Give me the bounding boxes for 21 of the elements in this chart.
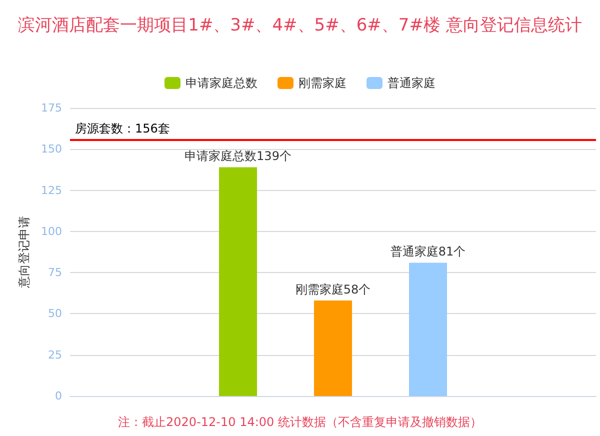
data-label: 刚需家庭58个 [295, 282, 371, 297]
data-label: 普通家庭81个 [390, 244, 466, 259]
y-tick-label: 150 [41, 142, 62, 156]
data-label: 申请家庭总数139个 [184, 149, 292, 164]
y-tick-label: 0 [55, 390, 62, 402]
y-tick-label: 50 [48, 307, 62, 320]
legend-label: 普通家庭 [388, 76, 436, 90]
legend-label: 申请家庭总数 [186, 76, 258, 90]
y-tick-label: 175 [41, 102, 62, 114]
legend-label: 刚需家庭 [298, 76, 346, 90]
bar [219, 167, 257, 396]
y-tick-label: 25 [48, 348, 62, 362]
y-tick-label: 75 [48, 266, 62, 280]
y-tick-label: 100 [41, 224, 62, 238]
y-axis-title: 意向登记申请 [17, 216, 32, 289]
bar [409, 262, 447, 396]
bar [314, 300, 352, 396]
text: 注：截止2020-12-10 14:00 统计数据（不含重复申请及撤销数据） [118, 415, 482, 429]
ref-line-label: 房源套数：156套 [75, 121, 170, 136]
chart-title: 滨河酒店配套一期项目1#、3#、4#、5#、6#、7#楼 意向登记信息统计 [18, 16, 582, 36]
y-tick-label: 125 [41, 184, 62, 197]
